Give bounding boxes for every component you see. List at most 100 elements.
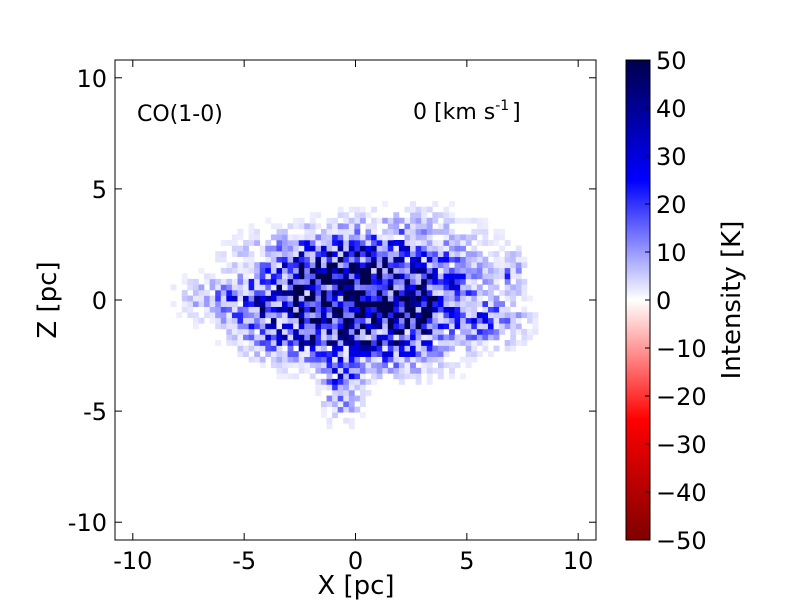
heatmap-cell <box>443 317 450 324</box>
heatmap-cell <box>476 334 483 341</box>
heatmap-cell <box>465 351 472 357</box>
heatmap-cell <box>254 284 261 291</box>
heatmap-cell <box>243 256 249 263</box>
heatmap-cell <box>515 317 522 324</box>
heatmap-cell <box>471 356 478 363</box>
heatmap-cell <box>471 345 478 352</box>
heatmap-cell <box>398 245 405 252</box>
heatmap-cell <box>348 323 355 330</box>
heatmap-cell <box>348 256 355 263</box>
heatmap-cell <box>231 323 238 330</box>
heatmap-cell <box>326 340 333 346</box>
heatmap-cell <box>354 312 361 319</box>
heatmap-cell <box>332 312 338 319</box>
heatmap-cell <box>521 334 528 341</box>
heatmap-cell <box>432 301 439 307</box>
heatmap-cell <box>326 267 333 274</box>
heatmap-cell <box>226 240 233 246</box>
heatmap-cell <box>382 328 389 335</box>
heatmap-cell <box>298 367 305 374</box>
heatmap-cell <box>332 267 338 274</box>
heatmap-cell <box>365 351 372 357</box>
heatmap-cell <box>348 406 355 413</box>
heatmap-cell <box>348 240 355 246</box>
heatmap-cell <box>504 340 511 346</box>
heatmap-cell <box>265 295 272 302</box>
heatmap-cell <box>337 273 344 280</box>
heatmap-cell <box>332 328 338 335</box>
heatmap-cell <box>421 278 428 285</box>
heatmap-cell <box>510 267 517 274</box>
heatmap-cell <box>376 290 383 296</box>
heatmap-cell <box>437 228 444 235</box>
heatmap-cell <box>476 228 483 235</box>
heatmap-cell <box>515 262 522 269</box>
heatmap-cell <box>276 251 283 257</box>
heatmap-cell <box>376 301 383 307</box>
heatmap-cell <box>432 334 439 341</box>
heatmap-cell <box>432 278 439 285</box>
heatmap-cell <box>415 356 422 363</box>
heatmap-cell <box>209 301 216 307</box>
heatmap-cell <box>343 256 350 263</box>
heatmap-cell <box>415 206 422 213</box>
heatmap-cell <box>398 228 405 235</box>
heatmap-cell <box>287 351 294 357</box>
heatmap-cell <box>493 278 500 285</box>
heatmap-cell <box>226 301 233 307</box>
heatmap-cell <box>343 278 350 285</box>
heatmap-cell <box>259 278 266 285</box>
heatmap-cell <box>460 256 467 263</box>
heatmap-cell <box>359 356 366 363</box>
heatmap-cell <box>276 362 283 369</box>
heatmap-cell <box>298 223 305 230</box>
heatmap-cell <box>348 228 355 235</box>
colorbar-tick-label: 50 <box>656 47 687 75</box>
heatmap-cell <box>465 340 472 346</box>
heatmap-cell <box>426 251 433 257</box>
heatmap-cell <box>499 301 505 307</box>
heatmap-cell <box>393 284 400 291</box>
heatmap-cell <box>471 351 478 357</box>
heatmap-cell <box>326 223 333 230</box>
heatmap-cell <box>270 301 277 307</box>
heatmap-cell <box>259 306 266 313</box>
heatmap-cell <box>454 256 461 263</box>
heatmap-cell <box>521 312 528 319</box>
heatmap-cell <box>499 267 505 274</box>
heatmap-cell <box>510 334 517 341</box>
heatmap-cell <box>287 245 294 252</box>
heatmap-cell <box>432 240 439 246</box>
plot-area: -10 -5 0 5 10 -10 -5 0 5 10 <box>68 59 597 575</box>
heatmap-cell <box>365 312 372 319</box>
heatmap-cell <box>393 306 400 313</box>
heatmap-cell <box>192 312 199 319</box>
heatmap-cell <box>488 284 494 291</box>
heatmap-cell <box>465 328 472 335</box>
heatmap-cell <box>437 240 444 246</box>
heatmap-cell <box>476 251 483 257</box>
heatmap-cell <box>287 317 294 324</box>
heatmap-cell <box>365 390 372 396</box>
heatmap-cell <box>237 251 244 257</box>
heatmap-cell <box>204 312 210 319</box>
heatmap-cell <box>298 323 305 330</box>
heatmap-cell <box>343 267 350 274</box>
heatmap-cell <box>337 206 344 213</box>
heatmap-cell <box>432 356 439 363</box>
heatmap-cell <box>421 217 428 224</box>
heatmap-cell <box>449 362 455 369</box>
heatmap-cell <box>387 262 394 269</box>
heatmap-cell <box>343 306 350 313</box>
heatmap-cell <box>426 284 433 291</box>
heatmap-cell <box>320 323 327 330</box>
heatmap-cell <box>432 328 439 335</box>
heatmap-cell <box>348 217 355 224</box>
heatmap-cell <box>437 284 444 291</box>
heatmap-cell <box>499 273 505 280</box>
heatmap-cell <box>421 351 428 357</box>
heatmap-cell <box>248 228 255 235</box>
heatmap-cell <box>504 284 511 291</box>
heatmap-cell <box>287 290 294 296</box>
heatmap-cell <box>259 345 266 352</box>
